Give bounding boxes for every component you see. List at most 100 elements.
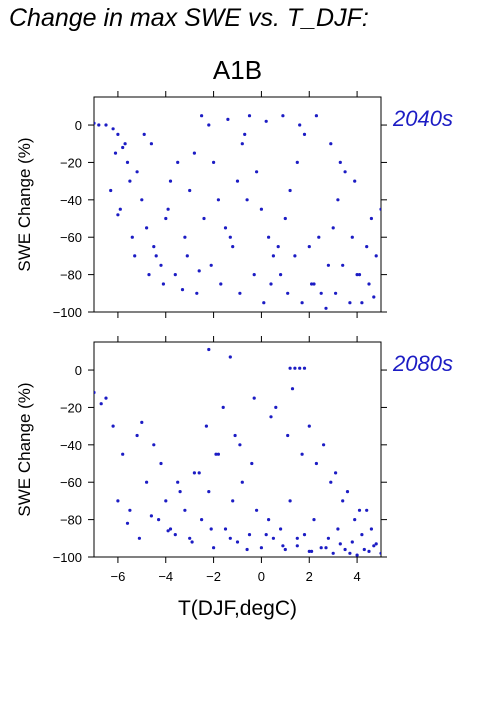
data-point [212, 546, 216, 550]
y-tick-label: −40 [60, 438, 82, 453]
data-point [123, 142, 127, 146]
data-point [281, 114, 285, 118]
data-point [360, 533, 364, 537]
data-point [334, 291, 338, 295]
data-point [173, 533, 177, 537]
data-point [219, 282, 223, 286]
data-point [228, 235, 232, 239]
data-point [319, 546, 323, 550]
data-point [166, 529, 170, 533]
data-point [192, 151, 196, 155]
data-point [104, 396, 108, 400]
y-tick-label: 0 [75, 363, 82, 378]
y-axis-label: SWE Change (%) [15, 137, 34, 271]
data-point [216, 452, 220, 456]
data-point [99, 402, 103, 406]
points-group-2040s [94, 114, 381, 310]
data-point [247, 533, 252, 537]
data-point [207, 347, 211, 352]
data-point [276, 245, 280, 249]
data-point [298, 123, 302, 127]
data-point [164, 216, 168, 221]
data-point [293, 254, 297, 258]
data-point [322, 443, 326, 447]
data-point [200, 114, 204, 118]
data-point [307, 549, 311, 554]
data-point [269, 415, 273, 419]
data-point [116, 213, 120, 217]
data-point [128, 179, 132, 183]
data-point [300, 452, 304, 456]
data-point [94, 390, 96, 395]
data-point [140, 198, 144, 202]
data-point [355, 553, 359, 557]
data-point [367, 549, 371, 554]
data-point [255, 170, 259, 174]
data-point [228, 536, 232, 540]
data-point [168, 527, 173, 531]
x-tick-label: 0 [258, 569, 265, 584]
data-point [176, 480, 180, 484]
data-point [357, 273, 362, 277]
data-point [259, 207, 263, 211]
data-point [121, 145, 125, 150]
data-point [200, 518, 204, 522]
data-point [274, 405, 278, 409]
data-point [283, 216, 287, 221]
data-point [118, 207, 122, 211]
data-point [128, 508, 132, 512]
data-point [125, 160, 130, 164]
data-point [145, 480, 149, 484]
data-point [192, 471, 196, 475]
data-point [286, 291, 290, 295]
data-point [252, 273, 256, 277]
data-point [317, 235, 321, 239]
data-point [240, 142, 244, 146]
data-point [147, 273, 151, 277]
data-point [348, 551, 352, 555]
data-point [209, 263, 213, 267]
data-point [168, 179, 173, 183]
data-point [295, 160, 299, 164]
data-point [221, 405, 225, 409]
data-point [298, 366, 302, 370]
data-point [302, 132, 307, 136]
data-point [207, 123, 211, 127]
x-tick-label: 2 [306, 569, 313, 584]
data-point [195, 291, 199, 295]
data-point [372, 295, 376, 299]
points-group-2080s [94, 347, 381, 557]
data-point [372, 544, 376, 548]
data-point [245, 198, 249, 202]
data-point [350, 235, 354, 239]
data-point [267, 518, 271, 522]
data-point [334, 471, 338, 475]
y-axis-label: SWE Change (%) [15, 382, 34, 516]
data-point [362, 547, 366, 552]
data-point [341, 499, 345, 503]
data-point [343, 170, 347, 174]
data-point [238, 443, 242, 447]
x-axis-label: T(DJF,degC) [178, 597, 297, 620]
data-point [188, 188, 192, 193]
data-point [324, 546, 328, 550]
data-point [197, 269, 201, 273]
x-tick-label: −6 [111, 569, 126, 584]
data-point [279, 273, 283, 277]
data-point [252, 396, 256, 400]
data-point [152, 443, 156, 447]
data-point [231, 245, 235, 249]
data-point [310, 282, 314, 286]
data-point [262, 301, 266, 305]
data-point [302, 533, 307, 537]
data-point [214, 452, 218, 456]
data-point [302, 366, 307, 370]
data-point [288, 188, 292, 193]
data-point [295, 544, 299, 548]
data-point [365, 245, 369, 249]
data-point [109, 188, 113, 193]
y-tick-label: −60 [60, 475, 82, 490]
data-point [140, 420, 144, 424]
data-point [269, 282, 273, 286]
data-point [173, 273, 177, 277]
